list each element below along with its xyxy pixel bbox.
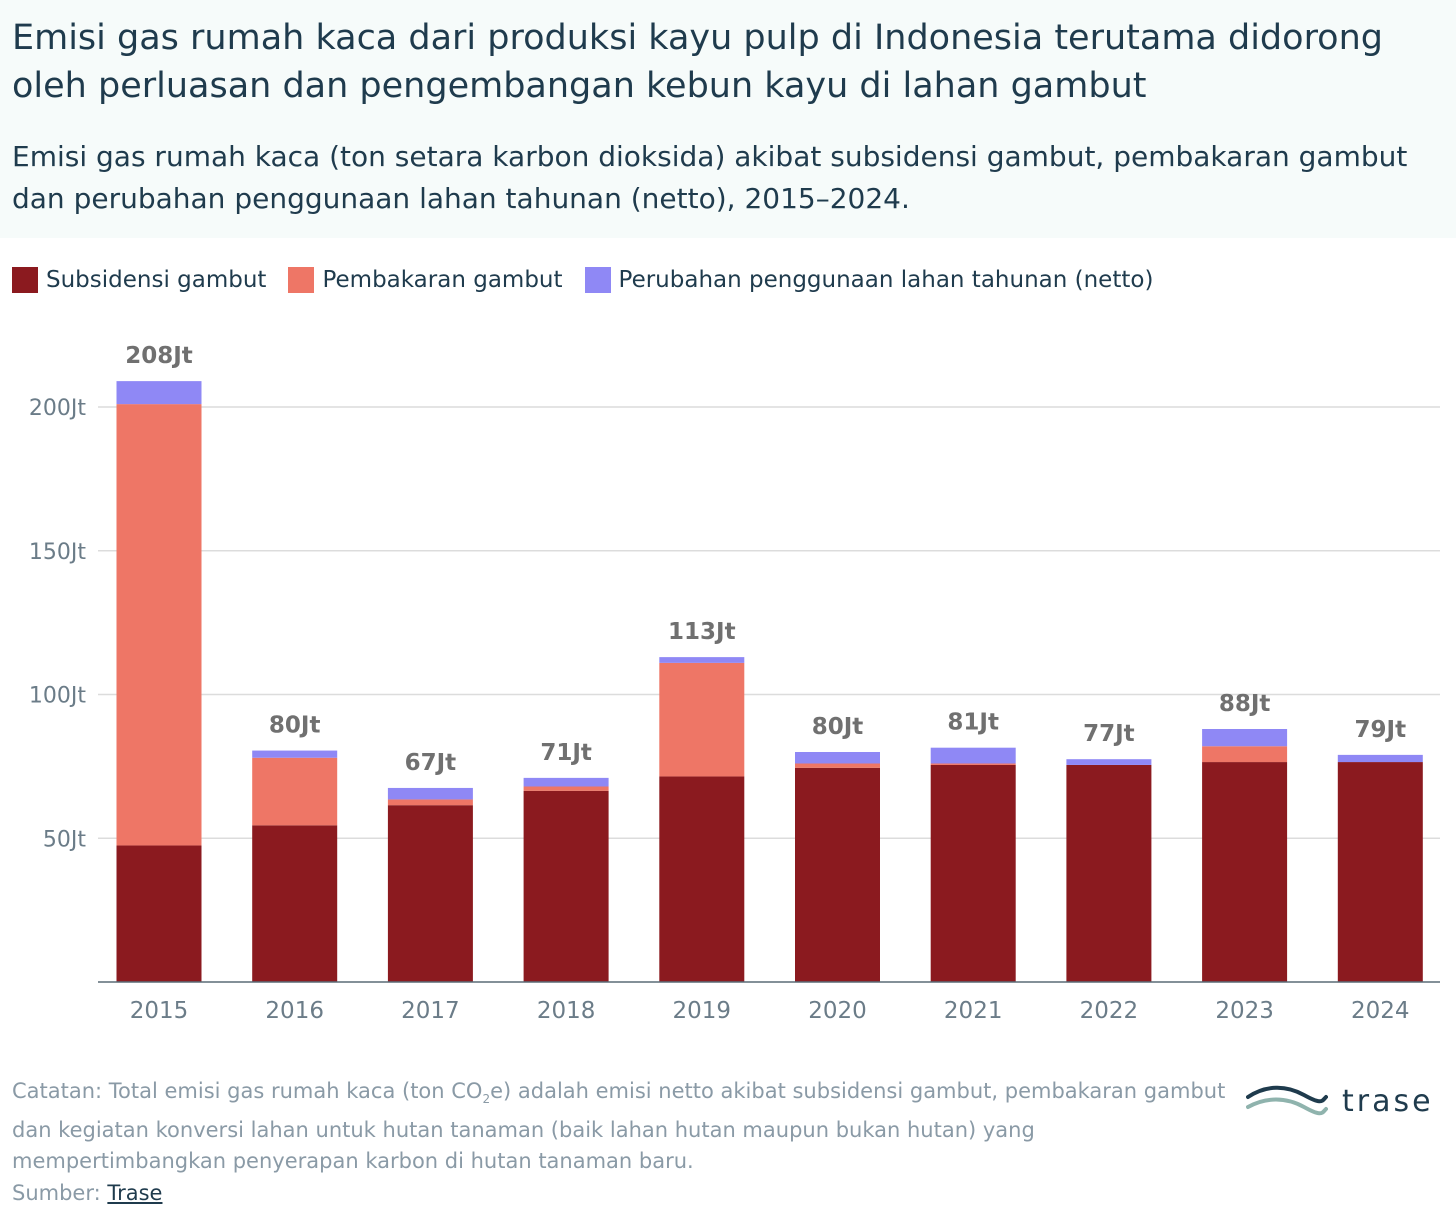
legend-item-perubahan: Perubahan penggunaan lahan tahunan (nett… bbox=[584, 267, 1154, 293]
x-tick-label: 2024 bbox=[1351, 998, 1410, 1024]
bar-total-label: 80Jt bbox=[812, 714, 864, 740]
footnote: Catatan: Total emisi gas rumah kaca (ton… bbox=[12, 1076, 1227, 1177]
bar-segment-perubahan bbox=[387, 787, 473, 800]
y-tick-label: 200Jt bbox=[29, 396, 86, 421]
bar-segment-subsidensi bbox=[659, 776, 745, 982]
bar-segment-perubahan bbox=[795, 752, 880, 764]
legend-label-perubahan: Perubahan penggunaan lahan tahunan (nett… bbox=[618, 267, 1154, 293]
bar-total-label: 208Jt bbox=[125, 343, 193, 369]
bar-total-label: 113Jt bbox=[668, 619, 736, 645]
bar-segment-subsidensi bbox=[930, 764, 1016, 982]
y-tick-label: 150Jt bbox=[29, 540, 86, 565]
chart-title: Emisi gas rumah kaca dari produksi kayu … bbox=[12, 18, 1383, 106]
x-tick-label: 2017 bbox=[401, 998, 460, 1024]
x-tick-label: 2022 bbox=[1080, 998, 1139, 1024]
bar-total-label: 77Jt bbox=[1083, 721, 1135, 747]
bar-segment-perubahan bbox=[1066, 759, 1152, 765]
legend-label-pembakaran: Pembakaran gambut bbox=[322, 267, 563, 293]
bar-segment-perubahan bbox=[1202, 729, 1288, 747]
bar-segment-subsidensi bbox=[387, 805, 473, 982]
legend-swatch-pembakaran bbox=[288, 267, 315, 293]
bar-segment-pembakaran bbox=[116, 404, 202, 846]
legend-swatch-subsidensi bbox=[12, 267, 38, 293]
bar-segment-perubahan bbox=[1337, 754, 1423, 763]
bar-segment-subsidensi bbox=[1337, 762, 1423, 982]
legend-item-subsidensi: Subsidensi gambut bbox=[12, 267, 266, 293]
bar-segment-perubahan bbox=[252, 750, 338, 758]
bar-segment-perubahan bbox=[116, 381, 202, 405]
x-tick-label: 2023 bbox=[1215, 998, 1274, 1024]
source-link[interactable]: Trase bbox=[107, 1181, 163, 1205]
bar-segment-subsidensi bbox=[1066, 764, 1152, 982]
legend-item-pembakaran: Pembakaran gambut bbox=[288, 267, 563, 293]
bar-total-label: 67Jt bbox=[405, 750, 457, 776]
bar-segment-perubahan bbox=[523, 777, 609, 787]
bar-total-label: 80Jt bbox=[269, 713, 321, 739]
footnote-text-prefix: Catatan: Total emisi gas rumah kaca (ton… bbox=[12, 1079, 483, 1103]
source-label: Sumber: bbox=[12, 1181, 101, 1205]
bar-segment-pembakaran bbox=[523, 786, 609, 791]
x-tick-label: 2018 bbox=[537, 998, 596, 1024]
bar-segment-pembakaran bbox=[387, 799, 473, 806]
bar-segment-pembakaran bbox=[930, 763, 1016, 765]
footnote-text-suffix: e) adalah emisi netto akibat subsidensi … bbox=[12, 1079, 1226, 1174]
x-tick-label: 2015 bbox=[130, 998, 189, 1024]
bar-segment-subsidensi bbox=[116, 845, 202, 982]
source-line: Sumber: Trase bbox=[12, 1181, 162, 1205]
bar-segment-pembakaran bbox=[1202, 746, 1288, 763]
footnote-subscript: 2 bbox=[482, 1092, 491, 1107]
bar-segment-pembakaran bbox=[252, 757, 338, 826]
legend-swatch-perubahan bbox=[584, 267, 611, 293]
bar-total-label: 88Jt bbox=[1219, 691, 1271, 717]
trase-logo-text: trase bbox=[1342, 1083, 1434, 1119]
bar-segment-subsidensi bbox=[523, 790, 609, 982]
x-tick-label: 2020 bbox=[808, 998, 867, 1024]
chart-subtitle: Emisi gas rumah kaca (ton setara karbon … bbox=[12, 140, 1408, 215]
bar-segment-pembakaran bbox=[659, 662, 745, 777]
bar-segment-subsidensi bbox=[252, 825, 338, 982]
bar-segment-subsidensi bbox=[795, 767, 880, 982]
bar-segment-perubahan bbox=[930, 747, 1016, 764]
trase-wave-icon bbox=[1246, 1085, 1328, 1116]
trase-logo: trase bbox=[1246, 1080, 1442, 1122]
x-tick-label: 2019 bbox=[673, 998, 732, 1024]
header-panel: Emisi gas rumah kaca dari produksi kayu … bbox=[0, 0, 1456, 238]
x-tick-label: 2021 bbox=[944, 998, 1003, 1024]
x-tick-label: 2016 bbox=[265, 998, 324, 1024]
y-tick-label: 50Jt bbox=[43, 827, 86, 852]
bar-segment-perubahan bbox=[659, 657, 745, 663]
bar-total-label: 81Jt bbox=[947, 710, 999, 736]
y-tick-label: 100Jt bbox=[29, 684, 86, 709]
bar-segment-subsidensi bbox=[1202, 762, 1288, 982]
legend-label-subsidensi: Subsidensi gambut bbox=[46, 267, 267, 293]
bar-segment-pembakaran bbox=[795, 763, 880, 768]
bar-total-label: 79Jt bbox=[1355, 717, 1407, 743]
legend: Subsidensi gambut Pembakaran gambut Peru… bbox=[12, 262, 1153, 298]
bar-total-label: 71Jt bbox=[540, 740, 592, 766]
stacked-bar-chart: 50Jt 100Jt 150Jt 200Jt 208Jt 2015 80Jt 2016 67Jt… bbox=[29, 343, 1440, 1024]
